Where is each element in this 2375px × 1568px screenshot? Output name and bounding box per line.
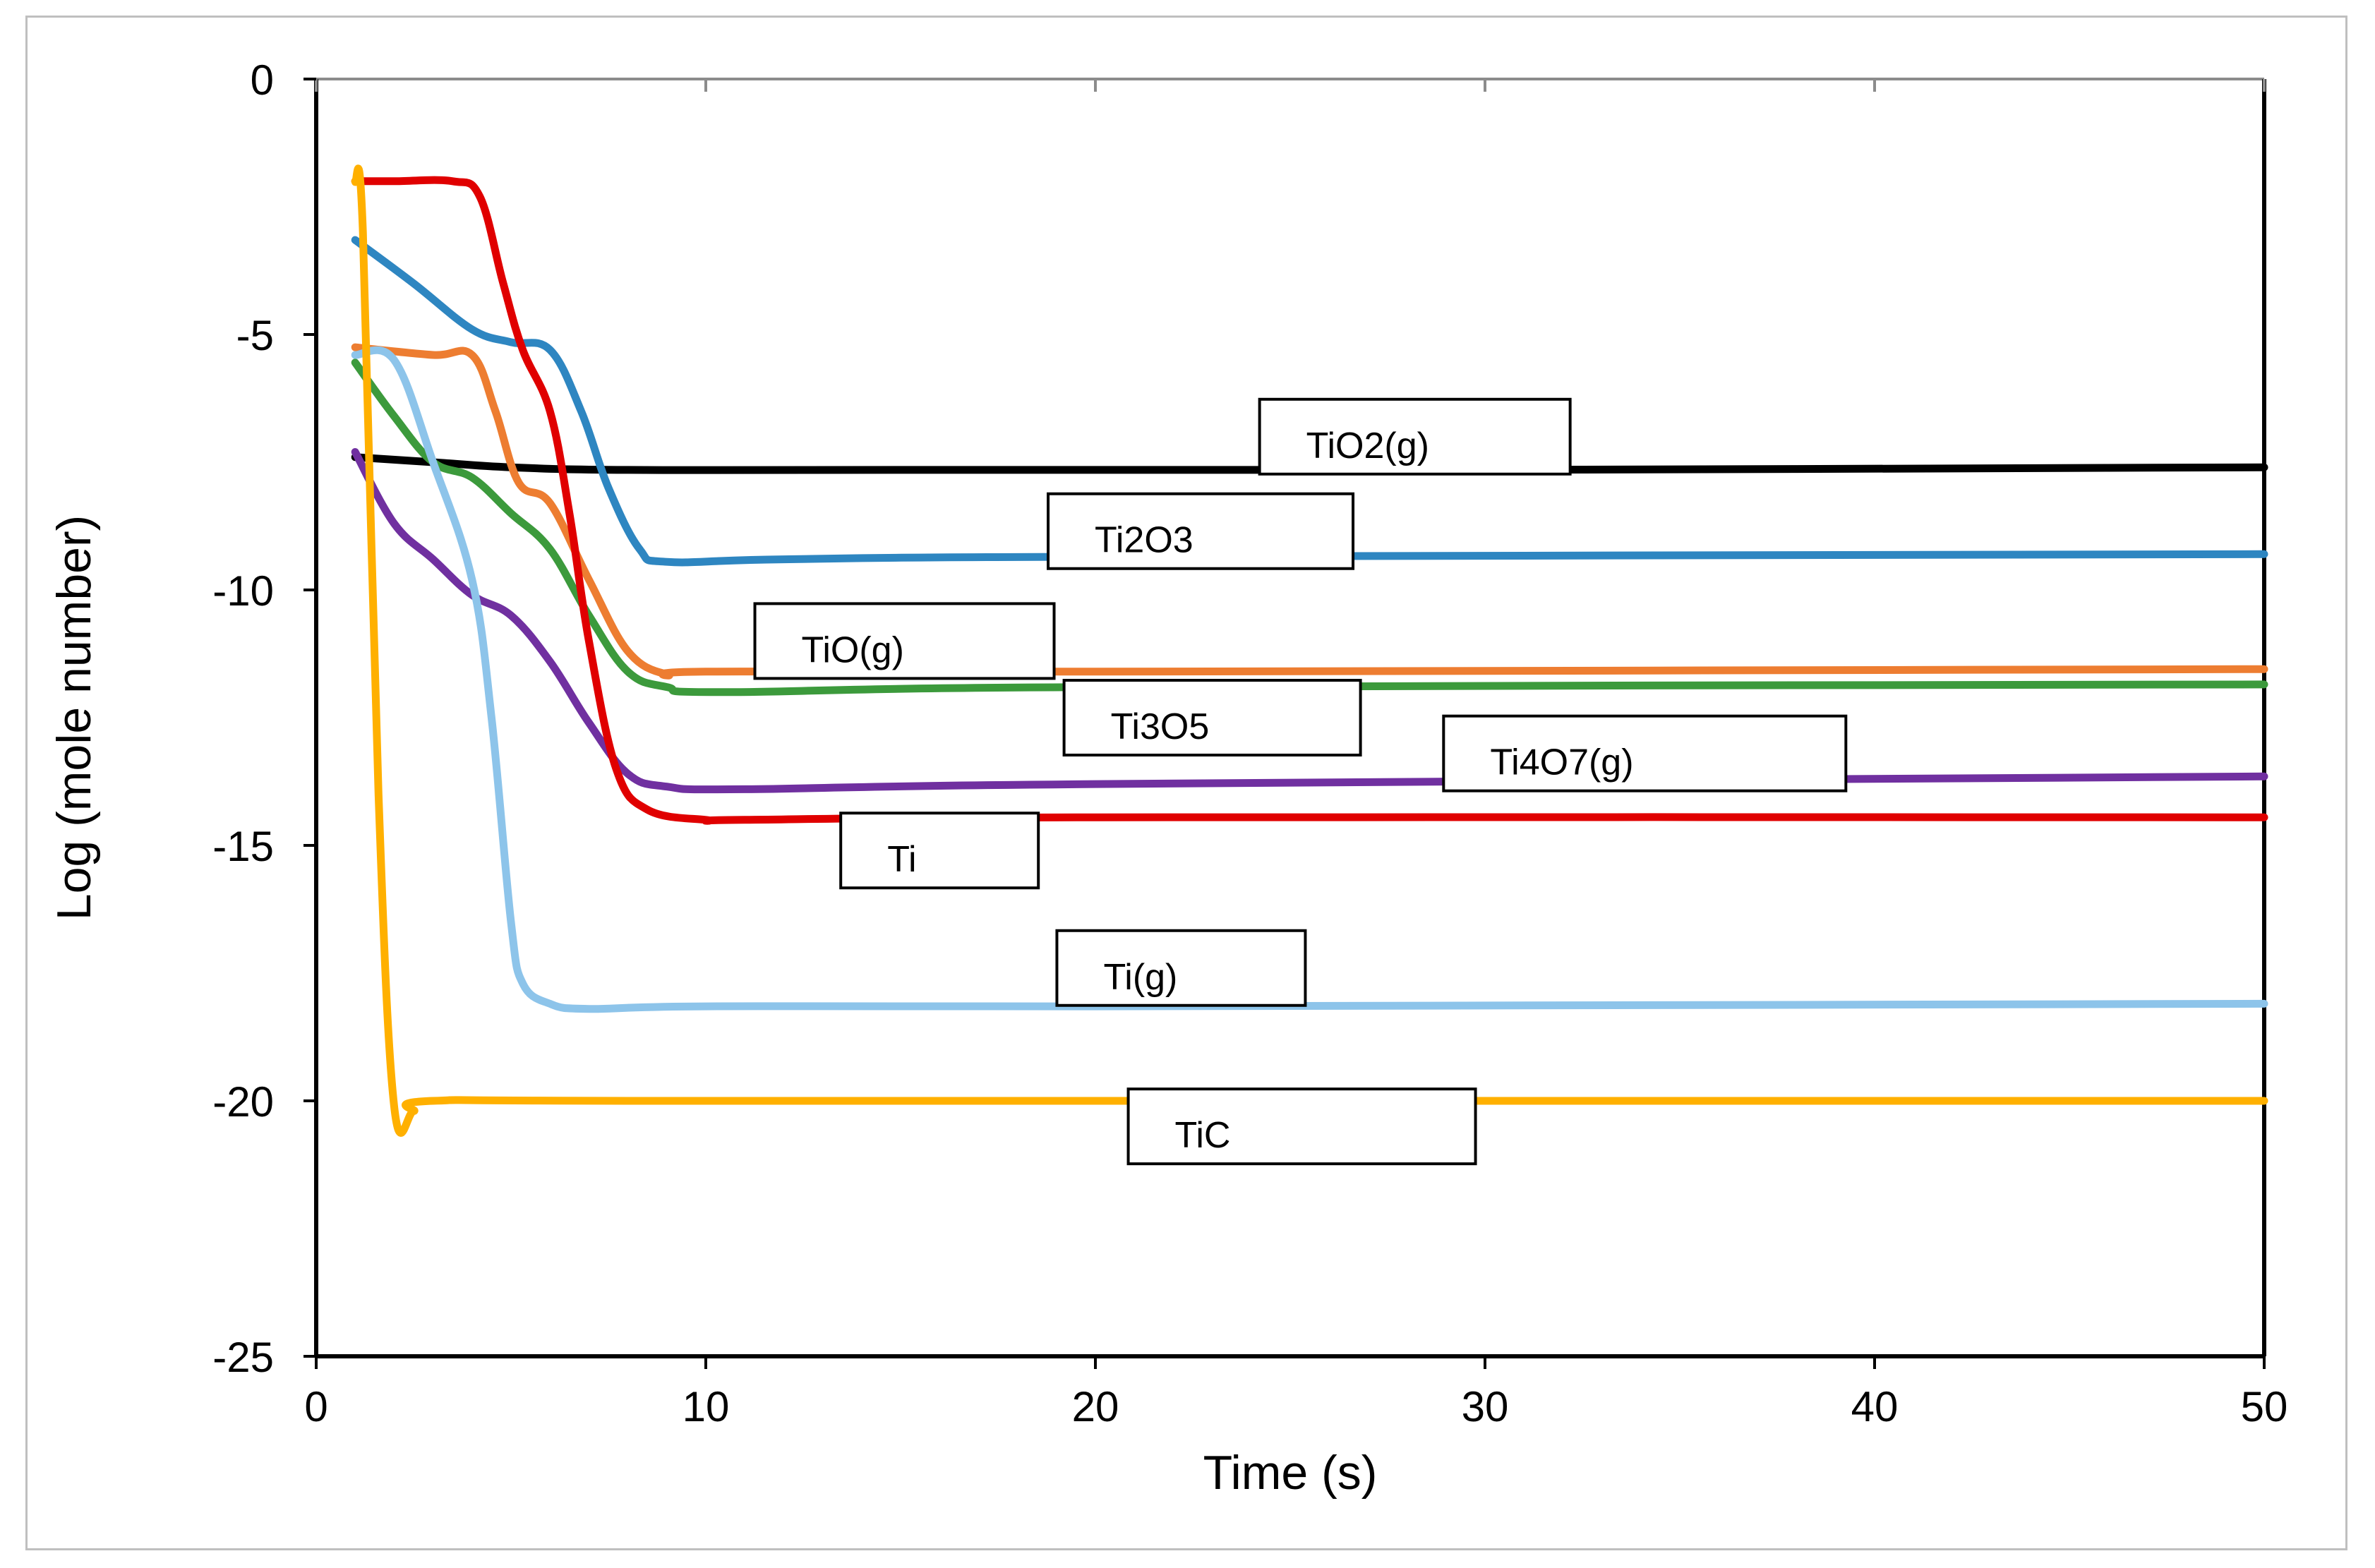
series-label-box [1126, 1087, 1477, 1166]
y-axis-title: Log (mole number) [47, 515, 101, 920]
series-line-ti-g [351, 346, 2268, 1013]
series-label-ti2o3: Ti2O3 [1047, 492, 1355, 570]
series-line-tic [351, 164, 2268, 1137]
y-tick-label: -20 [212, 1078, 274, 1126]
series-label-text: Ti4O7(g) [1490, 742, 1633, 783]
series-label-box [1047, 492, 1355, 570]
series-label-text: TiO2(g) [1306, 426, 1429, 466]
y-tick-label: -5 [236, 312, 274, 359]
series-line-ti4o7-g [351, 448, 2268, 794]
y-tick-label: -25 [212, 1334, 274, 1381]
series-label-text: Ti2O3 [1095, 520, 1193, 561]
series-lines [351, 164, 2268, 1137]
series-label-box [753, 602, 1056, 680]
series-line-tio-g [351, 343, 2268, 680]
series-line-ti [351, 176, 2268, 825]
x-tick-label: 30 [1462, 1383, 1509, 1430]
x-tick-label: 10 [683, 1383, 730, 1430]
series-label-box [1442, 714, 1848, 792]
series-label-text: Ti(g) [1103, 957, 1177, 998]
series-line-tio2-g [351, 453, 2268, 474]
series-line-ti3o5 [351, 358, 2268, 696]
series-label-ti3o5: Ti3O5 [1062, 679, 1362, 756]
series-line-ti2o3 [351, 236, 2268, 567]
axes: 0 10 20 30 40 50 0 -5 -10 -15 -20 -25 [212, 56, 2287, 1430]
series-label-ti: Ti [839, 812, 1040, 890]
series-labels: TiO2(g) Ti2O3 TiO(g) Ti3O5 Ti4O7(g) Ti Ti(g) Ti… [753, 397, 1848, 1166]
series-label-text: Ti [887, 839, 916, 880]
y-tick-label: -10 [212, 567, 274, 615]
x-tick-label: 0 [304, 1383, 327, 1430]
series-label-tio-g: TiO(g) [753, 602, 1056, 680]
series-label-tic: TiC [1126, 1087, 1477, 1166]
x-tick-label: 40 [1851, 1383, 1899, 1430]
x-tick-label: 20 [1072, 1383, 1119, 1430]
y-tick-label: 0 [251, 56, 274, 104]
series-label-text: Ti3O5 [1111, 706, 1210, 747]
series-label-box [1062, 679, 1362, 756]
x-axis-title: Time (s) [1203, 1446, 1378, 1500]
series-label-ti4o7-g: Ti4O7(g) [1442, 714, 1848, 792]
series-label-ti-g: Ti(g) [1055, 929, 1307, 1007]
series-label-tio2-g: TiO2(g) [1258, 397, 1572, 476]
series-label-box [839, 812, 1040, 890]
series-label-text: TiC [1175, 1115, 1231, 1156]
x-tick-label: 50 [2241, 1383, 2288, 1430]
series-label-box [1055, 929, 1307, 1007]
series-label-box [1258, 397, 1572, 476]
y-tick-label: -15 [212, 823, 274, 870]
series-label-text: TiO(g) [802, 629, 904, 670]
